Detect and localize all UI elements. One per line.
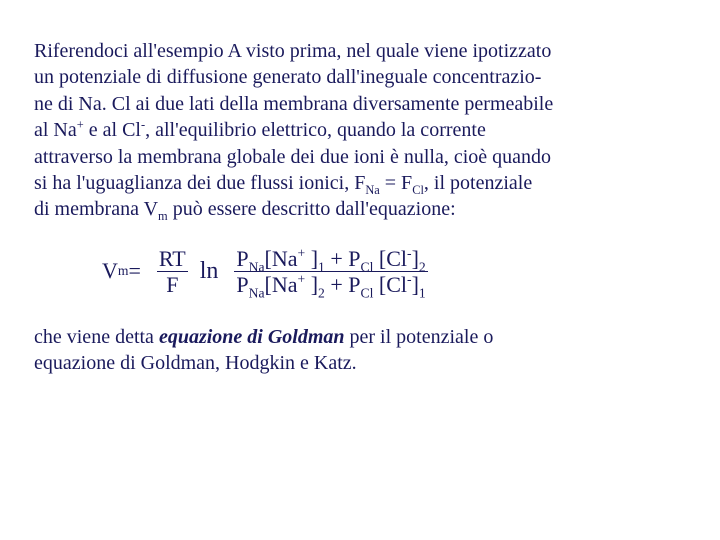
na-sym-1: Na [272, 246, 298, 271]
line4-a: al Na [34, 119, 77, 141]
line7-a: di membrana V [34, 198, 158, 220]
line6-b: = F [380, 172, 412, 194]
lhs-eq: = [129, 258, 141, 284]
fraction-rt-over-f: RT F [157, 247, 188, 296]
closing-b: per il potenziale o [345, 326, 494, 348]
idx-1b: 1 [419, 285, 426, 300]
na-plus-sup: + [77, 118, 84, 132]
br-c-3: ] [311, 272, 318, 297]
line3: ne di Na. Cl ai due lati della membrana … [34, 93, 553, 115]
vm-sub: m [158, 209, 168, 223]
line1: Riferendoci all'esempio A visto prima, n… [34, 40, 551, 62]
equation-lhs: Vm = [102, 258, 141, 284]
fraction-concentrations: PNa[Na+ ]1 + PCl [Cl-]2 PNa[Na+ ]2 + PCl… [234, 247, 427, 296]
plus-1: + [325, 246, 348, 271]
fna-sub: Na [365, 183, 379, 197]
ln-operator: ln [200, 258, 219, 285]
cl-sym-1: Cl [386, 246, 407, 271]
f-denominator: F [164, 272, 180, 296]
fcl-sub: Cl [412, 183, 424, 197]
intro-paragraph: Riferendoci all'esempio A visto prima, n… [34, 38, 686, 223]
numerator-expr: PNa[Na+ ]1 + PCl [Cl-]2 [234, 247, 427, 271]
page-root: Riferendoci all'esempio A visto prima, n… [0, 0, 720, 377]
pcl-P-d: P [348, 272, 360, 297]
line4-b: e al Cl [84, 119, 141, 141]
cl-sym-2: Cl [386, 272, 407, 297]
pcl-P: P [348, 246, 360, 271]
closing-paragraph: che viene detta equazione di Goldman per… [34, 324, 686, 377]
line5: attraverso la membrana globale dei due i… [34, 146, 551, 168]
br-c-2: ] [412, 246, 419, 271]
line6-a: si ha l'uguaglianza dei due flussi ionic… [34, 172, 365, 194]
plus-2: + [325, 272, 348, 297]
pna-P-d: P [236, 272, 248, 297]
br-o-1: [ [265, 246, 272, 271]
line7-b: può essere descritto dall'equazione: [168, 198, 456, 220]
pna-P: P [236, 246, 248, 271]
rt-numerator: RT [157, 247, 188, 271]
line4-c: , all'equilibrio elettrico, quando la co… [145, 119, 486, 141]
lhs-V: V [102, 258, 118, 284]
line2: un potenziale di diffusione generato dal… [34, 66, 541, 88]
br-o-3: [ [265, 272, 272, 297]
goldman-term: equazione di Goldman [159, 326, 345, 348]
pna-sub-d: Na [249, 285, 265, 300]
br-c-1: ] [311, 246, 318, 271]
closing-c: equazione di Goldman, Hodgkin e Katz. [34, 352, 357, 374]
br-c-4: ] [412, 272, 419, 297]
idx-2b: 2 [318, 285, 325, 300]
line6-c: , il potenziale [424, 172, 532, 194]
pcl-sub-d: Cl [361, 285, 374, 300]
na-sym-2: Na [272, 272, 298, 297]
closing-a: che viene detta [34, 326, 159, 348]
denominator-expr: PNa[Na+ ]2 + PCl [Cl-]1 [234, 272, 427, 296]
goldman-equation: Vm = RT F ln PNa[Na+ ]1 + PCl [Cl-]2 PNa… [102, 247, 686, 296]
